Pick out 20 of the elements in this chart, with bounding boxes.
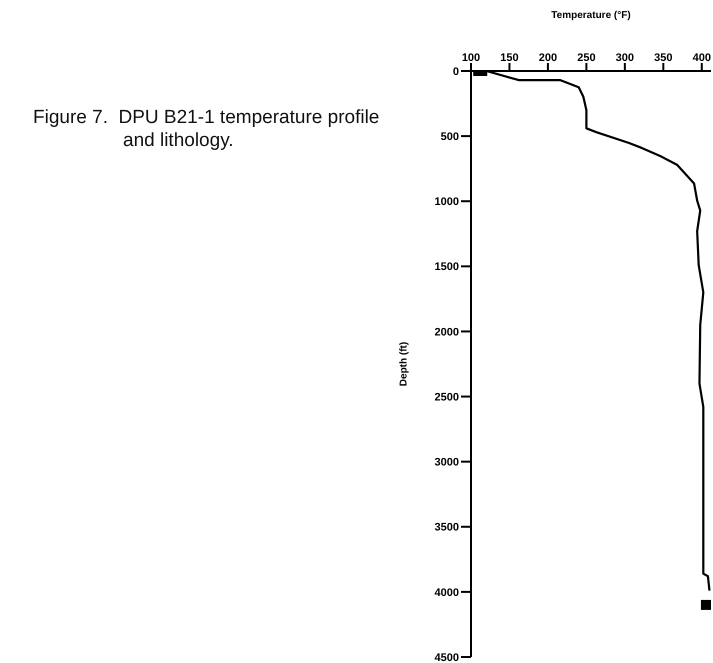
y-tick-label: 500 [440, 131, 459, 144]
y-tick-label: 4500 [434, 652, 459, 663]
y-tick-label: 1000 [434, 196, 459, 208]
x-tick-label: 400 [692, 52, 711, 64]
y-tick-label: 3500 [434, 522, 459, 534]
y-tick-label: 3000 [434, 456, 459, 469]
y-tick-label: 4000 [434, 586, 459, 599]
y-tick-label: 2500 [434, 391, 459, 404]
y-tick-label: 2000 [434, 326, 459, 338]
x-tick-label: 100 [462, 52, 480, 64]
x-tick-label: 300 [616, 52, 634, 64]
x-tick-label: 200 [538, 52, 558, 64]
text: Figure 7. DPU B21-1 temperature profile and lithology. [33, 106, 380, 152]
y-tick-label: 1500 [434, 261, 459, 274]
x-tick-label: 250 [577, 52, 596, 64]
y-axis-title: Depth (ft) [398, 342, 410, 386]
x-tick-label: 150 [500, 52, 519, 64]
y-tick-label: 0 [452, 66, 459, 78]
x-axis-title: Temperature (°F) [551, 10, 631, 22]
x-tick-label: 350 [654, 52, 672, 64]
